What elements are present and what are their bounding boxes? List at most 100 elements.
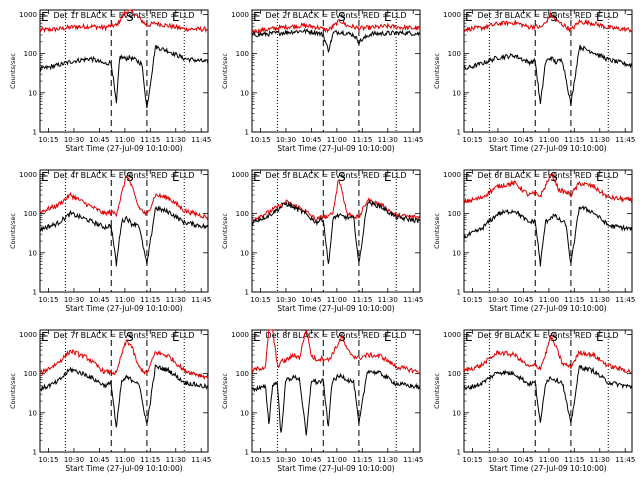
plot-frame [251,169,421,293]
x-tick-label: 11:15 [564,296,584,304]
y-axis-label: Counts/sec [9,373,17,409]
x-axis-label: Start Time (27-Jul-09 10:10:00) [65,464,182,473]
series-lld-line [251,19,421,35]
marker-e: E [253,330,261,344]
y-tick-label: 1 [245,129,249,137]
marker-e: E [384,330,392,344]
marker-e: E [172,10,180,24]
x-tick-label: 11:30 [378,296,398,304]
x-tick-label: 11:00 [539,456,559,464]
x-tick-label: 10:30 [276,456,296,464]
x-tick-label: 11:00 [327,296,347,304]
x-tick-label: 11:15 [352,456,372,464]
marker-e: E [384,10,392,24]
series-events-line [39,44,209,109]
y-tick-label: 100 [24,50,37,58]
series-events-line [463,364,633,424]
panel-9: Det 9f BLACK = Events, RED = LLD 10:15 10:… [433,329,635,473]
series-lld-line [39,9,209,34]
x-axis-label: Start Time (27-Jul-09 10:10:00) [65,144,182,153]
x-tick-label: 11:15 [352,136,372,144]
y-tick-label: 1000 [443,331,461,339]
panel-title: Det 3f BLACK = Events, RED = LLD [477,11,618,20]
x-tick-label: 11:00 [327,136,347,144]
marker-e: E [465,170,473,184]
marker-e: E [596,170,604,184]
marker-s: S [338,170,346,184]
y-axis-label: Counts/sec [221,213,229,249]
y-axis-label: Counts/sec [9,53,17,89]
y-tick-label: 1000 [231,171,249,179]
x-tick-label: 11:30 [166,136,186,144]
x-tick-label: 10:45 [513,136,533,144]
x-axis-label: Start Time (27-Jul-09 10:10:00) [277,464,394,473]
x-tick-label: 11:15 [140,296,160,304]
x-tick-label: 10:15 [462,456,482,464]
marker-e: E [596,10,604,24]
x-tick-label: 11:30 [590,456,610,464]
x-tick-label: 10:30 [276,296,296,304]
panel-title: Det 6f BLACK = Events, RED = LLD [477,171,618,180]
x-tick-label: 11:00 [115,456,135,464]
panel-5: Det 5f BLACK = Events, RED = LLD 10:15 10:… [221,169,423,313]
plot-frame [463,329,633,453]
marker-s: S [338,10,346,24]
y-tick-label: 100 [24,210,37,218]
x-axis-label: Start Time (27-Jul-09 10:10:00) [65,304,182,313]
x-tick-label: 11:45 [403,136,423,144]
panel-8: Det 8f BLACK = Events, RED = LLD 10:15 10:… [221,329,423,473]
x-axis-label: Start Time (27-Jul-09 10:10:00) [489,144,606,153]
x-tick-label: 11:45 [191,136,211,144]
plot-frame [251,9,421,133]
y-tick-label: 1 [33,289,37,297]
y-tick-label: 100 [24,370,37,378]
panel-4: Det 4f BLACK = Events, RED = LLD 10:15 10:… [9,169,211,313]
series-lld-line [463,11,633,34]
x-tick-label: 10:45 [89,456,109,464]
y-axis-label: Counts/sec [221,373,229,409]
x-tick-label: 11:15 [140,136,160,144]
x-tick-label: 10:15 [462,296,482,304]
panel-7: Det 7f BLACK = Events, RED = LLD 10:15 10:… [9,329,211,473]
y-axis-label: Counts/sec [433,213,441,249]
x-tick-label: 11:45 [615,456,635,464]
x-tick-label: 10:45 [513,456,533,464]
series-lld-line [463,334,633,374]
panel-title: Det 5f BLACK = Events, RED = LLD [265,171,406,180]
marker-e: E [172,330,180,344]
series-events-line [463,205,633,267]
series-events-line [463,44,633,107]
x-axis-label: Start Time (27-Jul-09 10:10:00) [277,304,394,313]
plot-frame [39,329,209,453]
x-tick-label: 10:30 [488,296,508,304]
x-tick-label: 10:30 [64,456,84,464]
y-tick-label: 10 [452,249,461,257]
x-tick-label: 11:15 [352,296,372,304]
x-tick-label: 10:30 [64,296,84,304]
y-tick-label: 10 [28,249,37,257]
panel-title: Det 2f BLACK = Events, RED = LLD [265,11,406,20]
x-tick-label: 11:30 [166,456,186,464]
marker-e: E [41,330,49,344]
x-tick-label: 10:30 [276,136,296,144]
series-events-line [251,27,421,53]
y-tick-label: 10 [28,409,37,417]
y-tick-label: 100 [448,210,461,218]
marker-s: S [550,330,558,344]
y-tick-label: 1 [245,289,249,297]
marker-s: S [338,330,346,344]
x-tick-label: 11:00 [539,136,559,144]
series-lld-line [39,174,209,221]
marker-e: E [41,170,49,184]
x-axis-label: Start Time (27-Jul-09 10:10:00) [489,304,606,313]
marker-e: E [41,10,49,24]
marker-e: E [465,10,473,24]
panel-3: Det 3f BLACK = Events, RED = LLD 10:15 10:… [433,9,635,153]
x-tick-label: 11:45 [615,136,635,144]
x-tick-label: 10:45 [89,136,109,144]
plot-frame [463,9,633,133]
x-tick-label: 10:45 [89,296,109,304]
series-lld-line [251,329,421,375]
